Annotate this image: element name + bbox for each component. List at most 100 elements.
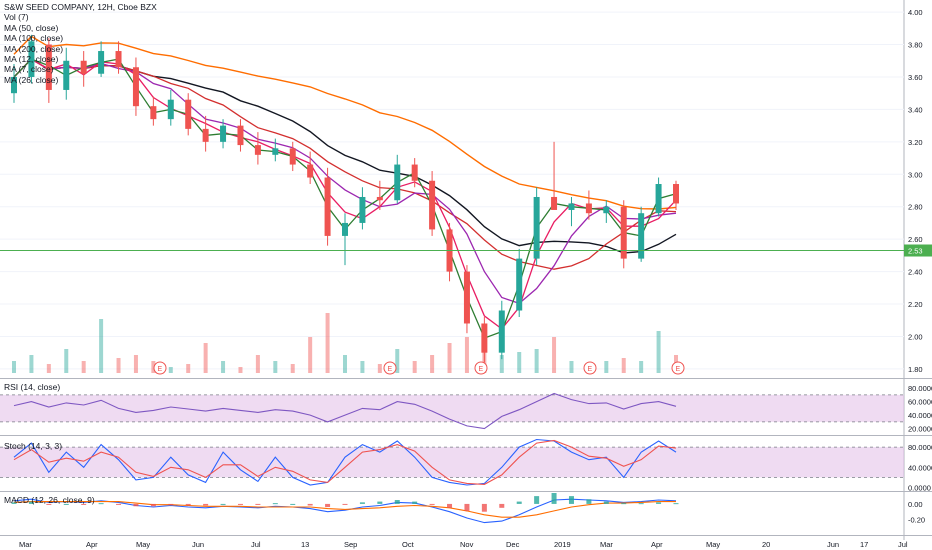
- macd-histogram-bar: [168, 503, 174, 505]
- macd-histogram-bar: [394, 500, 400, 504]
- candle-body: [11, 76, 17, 94]
- candle-body: [568, 203, 575, 210]
- -d-line: [13, 439, 677, 485]
- time-tick-label: 13: [301, 540, 309, 549]
- volume-bar: [12, 361, 16, 373]
- macd-pane-label: MACD (12, 26, close, 9): [4, 495, 95, 505]
- rsi-pane-label: RSI (14, close): [4, 382, 61, 392]
- macd-histogram-bar: [150, 503, 156, 507]
- macd-histogram-bar: [464, 503, 470, 511]
- legend-ma100[interactable]: MA (100, close): [4, 33, 64, 44]
- macd-histogram-bar: [28, 501, 34, 504]
- volume-bar: [81, 361, 86, 373]
- candle-body: [237, 125, 244, 146]
- candle-body: [98, 51, 105, 74]
- macd-histogram-bar: [673, 503, 679, 505]
- earnings-marker: [671, 361, 685, 375]
- macd-histogram-bar: [656, 502, 662, 504]
- candle-body: [307, 164, 314, 178]
- oscillator-tick-label: 40.0000: [908, 463, 932, 472]
- oscillator-tick-label: 0.00: [908, 500, 923, 509]
- legend-ma26[interactable]: MA (26, close): [4, 74, 59, 85]
- legend-ma50[interactable]: MA (50, close): [4, 22, 59, 33]
- macd-histogram-bar: [499, 503, 505, 508]
- candle-body: [150, 106, 157, 120]
- volume-bar: [639, 361, 644, 373]
- volume-bar: [186, 364, 191, 373]
- oscillator-band: [0, 394, 904, 422]
- ma7-line: [13, 58, 677, 339]
- volume-bar: [29, 355, 34, 373]
- volume-bar: [238, 367, 243, 373]
- candle-body: [324, 177, 331, 236]
- volume-bar: [499, 355, 504, 373]
- current-price-label: 2.53: [908, 247, 923, 256]
- candle-body: [638, 213, 645, 259]
- time-tick-label: Sep: [344, 540, 357, 549]
- symbol-title: S&W SEED COMPANY, 12H, Cboe BZX: [4, 2, 157, 12]
- price-tick-label: 4.00: [908, 8, 923, 17]
- candle-body: [585, 203, 592, 214]
- macd-histogram-bar: [11, 502, 17, 504]
- chart-legend: S&W SEED COMPANY, 12H, Cboe BZX Vol (7) …: [4, 2, 157, 85]
- earnings-marker: [153, 361, 167, 375]
- candle-body: [516, 258, 523, 311]
- macd-histogram-bar: [63, 503, 69, 505]
- ma200-line: [13, 35, 677, 210]
- time-tick-label: 2019: [554, 540, 571, 549]
- macd-histogram-bar: [203, 503, 209, 506]
- time-tick-label: May: [706, 540, 720, 549]
- macd-histogram-bar: [220, 503, 226, 505]
- oscillator-tick-label: 80.0000: [908, 443, 932, 452]
- time-tick-label: Apr: [86, 540, 98, 549]
- current-price-tag: [904, 244, 932, 257]
- oscillator-tick-label: -0.20: [908, 516, 925, 525]
- candle-body: [185, 99, 192, 129]
- volume-bar: [203, 343, 208, 373]
- macd-histogram-bar: [377, 501, 383, 504]
- rsi-line: [13, 392, 677, 430]
- ma50-line: [13, 58, 677, 305]
- volume-bar: [464, 337, 469, 373]
- legend-ma7[interactable]: MA (7, close): [4, 64, 54, 75]
- volume-bar: [604, 361, 609, 373]
- stoch-pane-label: Stoch (14, 3, 3): [4, 441, 63, 451]
- candle-body: [45, 44, 52, 90]
- volume-bar: [430, 355, 435, 373]
- candle-body: [429, 180, 436, 230]
- macd-histogram-bar: [116, 503, 122, 505]
- oscillator-tick-label: 40.0000: [908, 411, 932, 420]
- volume-bar: [552, 337, 557, 373]
- volume-bar: [290, 364, 295, 373]
- earnings-marker: [474, 361, 488, 375]
- time-tick-label: Mar: [19, 540, 32, 549]
- signal-line: [13, 501, 676, 518]
- earnings-marker-label: E: [588, 366, 593, 373]
- price-tick-label: 3.40: [908, 105, 923, 114]
- price-tick-label: 3.80: [908, 41, 923, 50]
- candle-body: [272, 148, 279, 155]
- legend-volume[interactable]: Vol (7): [4, 12, 29, 23]
- legend-ma200[interactable]: MA (200, close): [4, 43, 64, 54]
- time-tick-label: May: [136, 540, 150, 549]
- candle-body: [115, 51, 122, 68]
- macd-histogram-bar: [638, 503, 644, 505]
- earnings-marker: [583, 361, 597, 375]
- time-tick-label: Apr: [651, 540, 663, 549]
- earnings-marker-label: E: [479, 366, 484, 373]
- -k-line: [13, 438, 677, 486]
- macd-histogram-bar: [516, 501, 522, 504]
- time-tick-label: Jul: [251, 540, 261, 549]
- price-tick-label: 1.80: [908, 365, 923, 374]
- price-tick-label: 3.00: [908, 170, 923, 179]
- time-tick-label: 17: [860, 540, 868, 549]
- volume-bar: [395, 349, 400, 373]
- volume-bar: [255, 355, 260, 373]
- earnings-marker: [383, 361, 397, 375]
- volume-bar: [377, 364, 382, 373]
- candle-body: [498, 310, 505, 353]
- candle-body: [63, 60, 70, 90]
- legend-ma12[interactable]: MA (12, close): [4, 53, 59, 64]
- volume-bar: [412, 361, 417, 373]
